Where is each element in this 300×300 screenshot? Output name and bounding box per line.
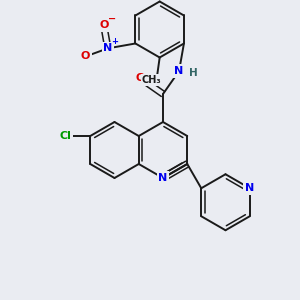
Text: CH₃: CH₃ xyxy=(142,75,161,85)
Text: Cl: Cl xyxy=(59,131,71,141)
Text: O: O xyxy=(81,52,90,61)
Text: N: N xyxy=(174,66,184,76)
Text: N: N xyxy=(245,183,254,193)
Text: N: N xyxy=(103,44,112,53)
Text: H: H xyxy=(189,68,198,78)
Text: O: O xyxy=(135,73,145,83)
Text: +: + xyxy=(111,37,118,46)
Text: N: N xyxy=(158,173,168,183)
Text: O: O xyxy=(99,20,108,30)
Text: −: − xyxy=(108,14,116,24)
